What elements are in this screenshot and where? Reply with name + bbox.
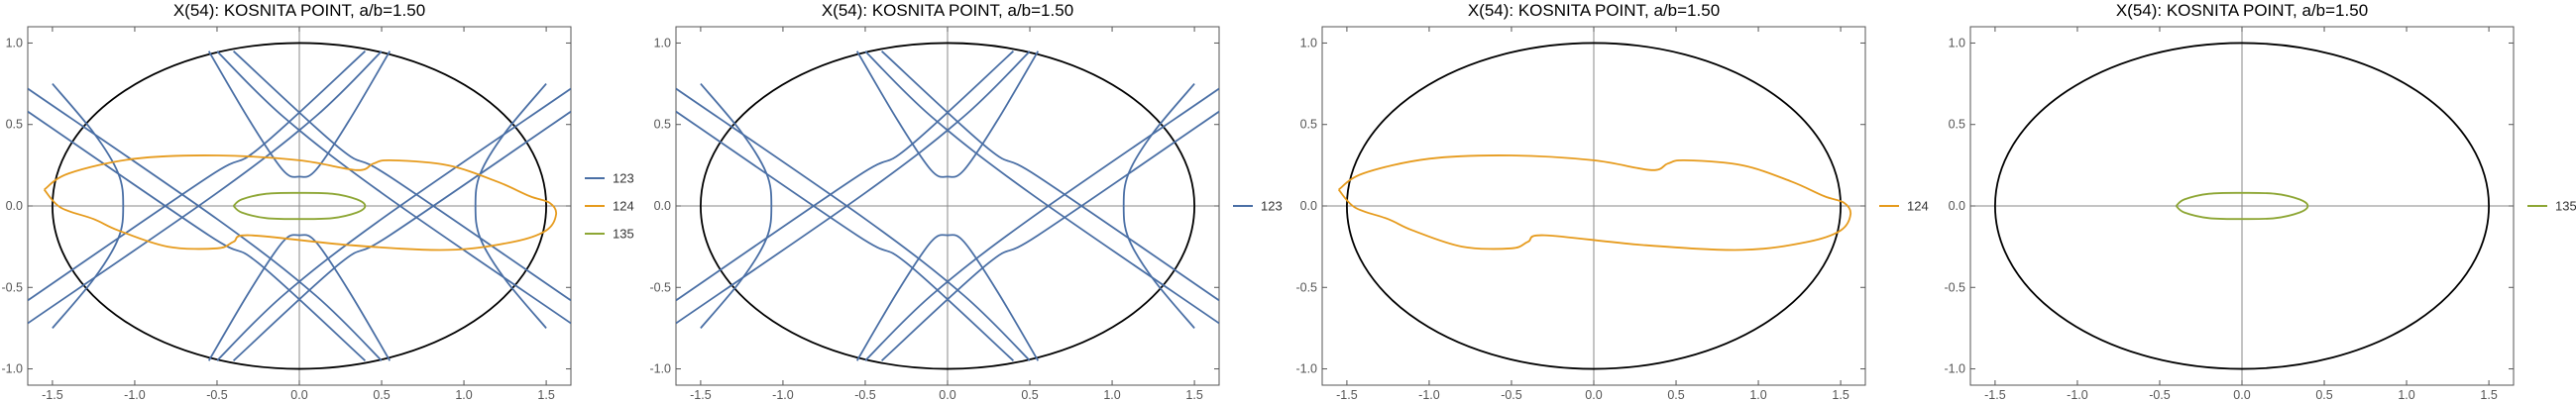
series-123-curve [232, 110, 571, 361]
series-123-curve [232, 50, 571, 302]
y-tick-label: 0.5 [1300, 118, 1317, 132]
x-tick-label: -1.5 [42, 388, 63, 402]
y-tick-label: 0.0 [654, 199, 671, 213]
chart-panel-2: X(54): KOSNITA POINT, a/b=1.50 -1.5 -1.0 -0… [649, 1, 1282, 402]
x-tick-label: 1.5 [1185, 388, 1202, 402]
x-tick-label: 1.0 [455, 388, 472, 402]
legend-item-123: 123 [1233, 199, 1283, 214]
y-tick-label: 0.5 [1949, 118, 1965, 132]
y-tick-label: 1.0 [6, 36, 23, 50]
x-tick-label: 0.5 [2315, 388, 2332, 402]
y-tick-label: 1.0 [654, 36, 671, 50]
chart-panel-3: X(54): KOSNITA POINT, a/b=1.50 -1.5 -1.0 -0… [1295, 1, 1928, 402]
legend-item-135: 135 [585, 227, 634, 242]
x-tick-label: 0.5 [373, 388, 390, 402]
chart-title: X(54): KOSNITA POINT, a/b=1.50 [2116, 1, 2368, 20]
series-123-curve [676, 110, 1015, 361]
x-tick-label: -1.0 [124, 388, 146, 402]
reference-ellipse [52, 42, 547, 370]
y-tick-label: 0.5 [6, 118, 23, 132]
reference-ellipse [1994, 42, 2490, 370]
y-tick-label: -1.0 [1295, 362, 1317, 376]
y-tick-label: -0.5 [1944, 280, 1965, 294]
x-tick-label: -0.5 [2149, 388, 2171, 402]
plot-area [28, 42, 571, 370]
plot-area [1337, 42, 1852, 370]
series-123-curve [28, 50, 367, 302]
y-tick-label: -0.5 [649, 280, 671, 294]
series-123-curve [880, 110, 1219, 361]
x-tick-label: 1.5 [1832, 388, 1848, 402]
series-123-curve [1122, 83, 1195, 329]
x-tick-label: 0.5 [1021, 388, 1038, 402]
y-tick-label: -0.5 [1, 280, 23, 294]
series-135-curve [232, 191, 367, 221]
y-tick-label: -1.0 [649, 362, 671, 376]
x-tick-label: -0.5 [854, 388, 876, 402]
chart-panel-1: X(54): KOSNITA POINT, a/b=1.50 -1.5 -1.0 -0… [1, 1, 633, 402]
y-tick-label: 0.0 [1949, 199, 1965, 213]
series-123-curve [207, 50, 392, 178]
series-123-curve [28, 110, 367, 361]
x-tick-label: 0.0 [290, 388, 307, 402]
x-tick-label: -0.5 [1501, 388, 1522, 402]
plot-area [1994, 42, 2490, 370]
chart-title: X(54): KOSNITA POINT, a/b=1.50 [822, 1, 1073, 20]
x-tick-label: 1.0 [2398, 388, 2414, 402]
x-tick-label: -1.5 [690, 388, 712, 402]
chart-title: X(54): KOSNITA POINT, a/b=1.50 [173, 1, 425, 20]
series-123-curve [700, 83, 773, 329]
x-tick-label: 1.0 [1749, 388, 1766, 402]
series-123-curve [676, 50, 1015, 302]
x-tick-label: -1.5 [1984, 388, 2006, 402]
legend-item-135: 135 [2527, 199, 2576, 214]
x-tick-label: 0.0 [2233, 388, 2250, 402]
x-tick-label: 0.0 [1585, 388, 1602, 402]
legend-item-123: 123 [585, 171, 634, 186]
series-123-curve [474, 83, 547, 329]
series-123-curve [855, 234, 1040, 361]
series-124-curve [43, 154, 558, 251]
series-124-curve [1337, 154, 1852, 251]
series-123-curve [880, 50, 1219, 302]
legend-label: 135 [2555, 199, 2576, 214]
y-tick-label: -1.0 [1944, 362, 1965, 376]
series-123-curve [52, 83, 125, 329]
series-135-curve [2175, 191, 2309, 221]
legend-item-124: 124 [585, 199, 634, 214]
x-tick-label: -1.5 [1336, 388, 1358, 402]
y-tick-label: -1.0 [1, 362, 23, 376]
x-tick-label: -0.5 [206, 388, 228, 402]
y-tick-label: 0.0 [1300, 199, 1317, 213]
reference-ellipse [1346, 42, 1842, 370]
y-tick-label: 1.0 [1300, 36, 1317, 50]
series-123-curve [855, 50, 1040, 178]
x-tick-label: 1.5 [537, 388, 554, 402]
legend-item-124: 124 [1879, 199, 1929, 214]
y-tick-label: 1.0 [1949, 36, 1965, 50]
legend-label: 124 [1907, 199, 1929, 214]
legend-label: 123 [613, 171, 634, 186]
reference-ellipse [700, 42, 1195, 370]
x-tick-label: -1.0 [2067, 388, 2088, 402]
chart-title: X(54): KOSNITA POINT, a/b=1.50 [1468, 1, 1720, 20]
series-123-curve [207, 234, 392, 361]
chart-panel-4: X(54): KOSNITA POINT, a/b=1.50 -1.5 -1.0 -0… [1944, 1, 2576, 402]
legend-label: 124 [613, 199, 634, 214]
x-tick-label: 1.0 [1103, 388, 1120, 402]
x-tick-label: -1.0 [1418, 388, 1440, 402]
y-tick-label: 0.0 [6, 199, 23, 213]
x-tick-label: 1.5 [2480, 388, 2497, 402]
y-tick-label: -0.5 [1295, 280, 1317, 294]
x-tick-label: -1.0 [772, 388, 794, 402]
y-tick-label: 0.5 [654, 118, 671, 132]
x-tick-label: 0.0 [939, 388, 955, 402]
legend-label: 123 [1261, 199, 1283, 214]
plot-area [676, 42, 1219, 370]
legend-label: 135 [613, 227, 634, 242]
x-tick-label: 0.5 [1667, 388, 1684, 402]
